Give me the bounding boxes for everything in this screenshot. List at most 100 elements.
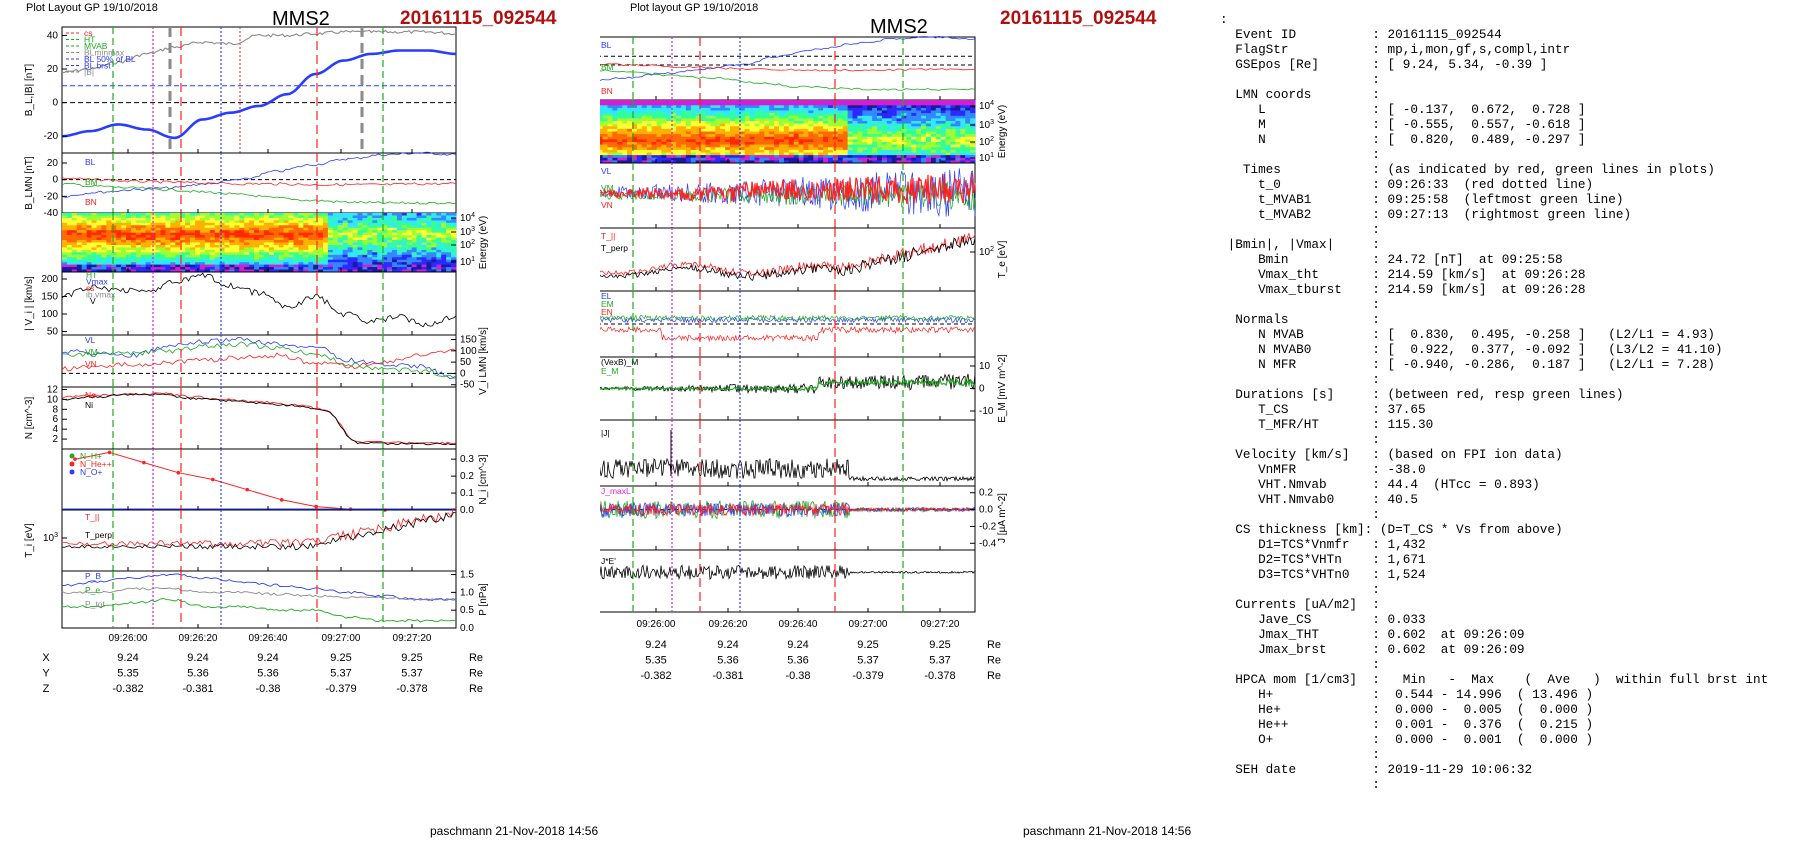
spectrogram-cell [774, 142, 780, 145]
spectrogram-cell [214, 215, 220, 219]
spectrogram-cell [886, 144, 893, 148]
legend-label: cs [86, 283, 95, 293]
spectrogram-cell [268, 269, 275, 273]
spectrogram-cell [121, 264, 127, 268]
spectrogram-cell [239, 247, 245, 251]
spectrogram-cell [837, 157, 844, 161]
spectrogram-cell [337, 249, 344, 253]
spectrogram-cell [636, 128, 643, 132]
summary-line: Event ID : 20161115_092544 [1220, 27, 1502, 42]
summary-line: : [1220, 12, 1228, 27]
spectrogram-cell [891, 131, 897, 135]
spectrogram-cell [847, 144, 853, 148]
spectrogram-cell [392, 220, 398, 224]
spectrogram-cell [764, 139, 770, 143]
spectrogram-cell [734, 134, 741, 138]
spectrogram-cell [367, 259, 373, 263]
spectrogram-cell [436, 259, 442, 263]
series-BM [61, 182, 457, 205]
spectrogram-cell [617, 100, 623, 103]
spectrogram-cell [86, 267, 92, 270]
spectrogram-cell [798, 107, 804, 111]
spectrogram-cell [195, 262, 201, 266]
spectrogram-cell [406, 235, 413, 238]
spectrogram-cell [421, 242, 427, 246]
spectrogram-cell [352, 264, 358, 268]
spectrogram-cell [160, 252, 166, 256]
spectrogram-cell [891, 149, 897, 153]
spectrogram-cell [930, 118, 937, 122]
spectrogram-cell [823, 126, 829, 130]
spectrogram-cell [362, 213, 368, 216]
spectrogram-cell [705, 155, 711, 159]
series-VN [600, 172, 976, 205]
y-axis-label: | V_i | [km/s] [24, 276, 35, 331]
spectrogram-cell [617, 139, 623, 143]
spectrogram-cell [955, 160, 961, 164]
y-tick-label: -20 [44, 131, 59, 142]
spectrogram-cell [145, 247, 151, 251]
spectrogram-cell [357, 269, 363, 273]
summary-line: N MVAB : [ 0.830, 0.495, -0.258 ] (L2/L1… [1220, 327, 1715, 342]
spectrogram-cell [651, 102, 657, 106]
spectrogram-cell [185, 240, 191, 243]
spectrogram-cell [362, 217, 368, 221]
spectrogram-cell [392, 213, 398, 216]
spectrogram-cell [837, 160, 844, 164]
spectrogram-cell [783, 115, 790, 119]
spectrogram-cell [935, 107, 942, 111]
spectrogram-cell [431, 254, 437, 258]
spectrogram-cell [111, 225, 117, 229]
spectrogram-cell [121, 254, 127, 258]
spectrogram-cell [229, 215, 235, 219]
spectrogram-cell [180, 249, 186, 253]
spectrogram-cell [828, 126, 834, 130]
spectrogram-cell [372, 259, 378, 263]
spectrogram-cell [783, 105, 790, 109]
spectrogram-cell [416, 245, 422, 248]
spectrogram-cell [111, 242, 117, 246]
spectrogram-cell [926, 123, 932, 127]
spectrogram-cell [651, 126, 657, 130]
spectrogram-cell [769, 128, 775, 132]
spectrogram-cell [612, 107, 618, 111]
spectrogram-cell [392, 259, 398, 263]
spectrogram-cell [219, 252, 225, 256]
spectrogram-cell [106, 264, 112, 268]
spectrogram-cell [273, 267, 280, 270]
spectrogram-cell [847, 113, 853, 117]
spectrogram-cell [681, 149, 687, 153]
spectrogram-cell [828, 139, 834, 143]
spectrogram-cell [862, 147, 868, 151]
spectrogram-cell [288, 245, 294, 248]
spectrogram-cell [209, 264, 216, 268]
spectrogram-cell [759, 118, 765, 122]
spectrogram-cell [685, 102, 692, 106]
spectrogram-cell [749, 123, 755, 127]
spectrogram-cell [244, 227, 250, 231]
spectrogram-cell [150, 242, 156, 246]
spectrogram-cell [872, 100, 878, 103]
spectrogram-cell [676, 128, 682, 132]
spectrogram-cell [627, 131, 633, 135]
spectrogram-cell [906, 134, 912, 138]
spectrogram-cell [298, 235, 304, 238]
spectrogram-cell [308, 259, 314, 263]
spectrogram-cell [877, 160, 883, 164]
spectrogram-cell [764, 144, 770, 148]
spectrogram-cell [392, 217, 398, 221]
spectrogram-cell [382, 220, 388, 224]
spectrogram-cell [739, 115, 746, 119]
spectrogram-cell [798, 100, 804, 103]
spectrogram-cell [636, 157, 643, 161]
spectrogram-cell [783, 157, 790, 161]
spectrogram-cell [342, 242, 348, 246]
spectrogram-cell [224, 225, 230, 229]
legend-label: (VexB)_M [601, 357, 638, 367]
spectrogram-cell [965, 136, 971, 140]
spectrogram-cell [416, 225, 422, 229]
spectrogram-cell [710, 113, 716, 117]
spectrogram-cell [862, 152, 868, 156]
spectrogram-cell [842, 142, 848, 145]
spectrogram-cell [145, 215, 151, 219]
